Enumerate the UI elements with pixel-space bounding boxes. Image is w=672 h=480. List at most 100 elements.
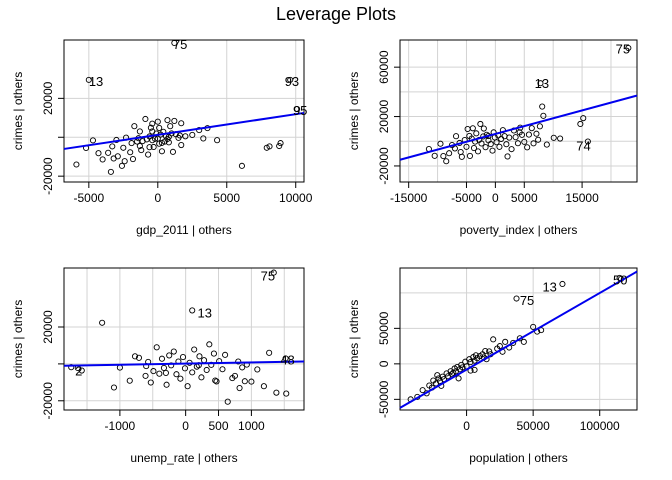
y-tick-label: -20000 [41,157,55,195]
data-point [156,370,163,377]
data-point [224,398,231,405]
data-point [455,375,462,382]
data-point [214,137,221,144]
leverage-plot-4: 0 50000 100000 -50000 0 50000 population | oth… [347,267,638,465]
data-point [506,134,513,141]
fit-line [63,360,305,367]
leverage-plot-2: -15000 -5000 0 5000 15000 -20000 20000 60000 pov… [347,39,638,237]
data-point [266,143,273,150]
data-point [238,162,245,169]
y-tick-label: -20000 [377,147,391,185]
fit-line [399,270,638,409]
data-point [189,131,196,138]
data-point [120,144,127,151]
data-point [516,129,523,136]
data-point [105,149,112,156]
data-point [458,153,465,160]
data-point [156,124,163,131]
data-point [127,149,134,156]
data-point [241,378,248,385]
data-point [78,367,85,374]
x-tick-label: -5000 [73,191,104,205]
data-point [540,112,547,119]
data-point [85,76,92,83]
data-point [129,155,137,163]
data-point [489,147,496,154]
data-point [222,351,229,358]
data-point [142,115,149,123]
data-point [550,134,557,141]
data-point [200,135,207,142]
data-point [164,117,171,124]
data-point [478,140,485,147]
data-point [142,372,149,379]
data-point [235,358,242,365]
data-point [431,152,438,159]
x-tick-label: 500 [209,419,229,433]
point-label: 75 [261,268,275,283]
data-point [149,128,156,135]
data-point [480,125,487,132]
x-tick-label: 0 [492,191,499,205]
x-axis-label: poverty_index | others [460,223,578,237]
data-point [577,120,584,128]
data-point [236,385,243,392]
plot-frame [399,39,638,183]
data-point [203,366,210,374]
data-point [477,120,484,128]
data-point [437,140,444,147]
data-point [467,359,474,366]
data-point [514,140,521,147]
fit-line [399,94,638,161]
data-point [153,344,160,351]
x-tick-label: 0 [182,419,189,433]
data-point [520,338,527,345]
data-point [162,369,169,376]
x-axis-label: gdp_2011 | others [136,223,232,237]
fit-line [63,111,305,150]
data-point [625,44,632,52]
data-point [528,125,535,132]
data-point [210,350,217,357]
data-point [513,295,520,302]
data-point [434,372,441,379]
data-point [448,371,455,378]
data-point [459,364,466,371]
point-label: 13 [89,74,103,89]
y-axis-label: crimes | others [347,300,361,378]
data-point [294,106,301,113]
y-axis-label: crimes | others [11,300,25,378]
x-axis-label: population | others [469,451,568,465]
data-point [158,148,165,155]
y-tick-label: -50000 [377,380,391,418]
data-point [189,307,196,314]
data-point [535,136,542,143]
data-point [469,125,476,132]
y-tick-label: 0 [377,360,391,367]
x-tick-label: -1000 [105,419,136,433]
data-point [178,141,185,149]
data-point [150,143,157,151]
data-point [451,145,458,152]
data-point [146,144,153,151]
point-label: 13 [197,305,211,320]
data-point [166,352,173,359]
plot-frame [63,267,305,411]
plot-frame [399,267,638,411]
data-point [496,143,503,150]
data-point [138,147,145,154]
data-point [179,354,187,361]
data-point [508,146,515,153]
data-point [99,319,106,326]
y-axis-label: crimes | others [11,72,25,150]
plot-frame [63,39,305,183]
point-label: 74 [576,139,590,154]
data-point [580,115,587,122]
point-label: 50 [613,272,627,287]
y-tick-label: 20000 [41,310,55,344]
data-point [121,158,128,165]
data-point [126,377,133,384]
data-point [131,353,139,360]
data-point [177,375,184,382]
